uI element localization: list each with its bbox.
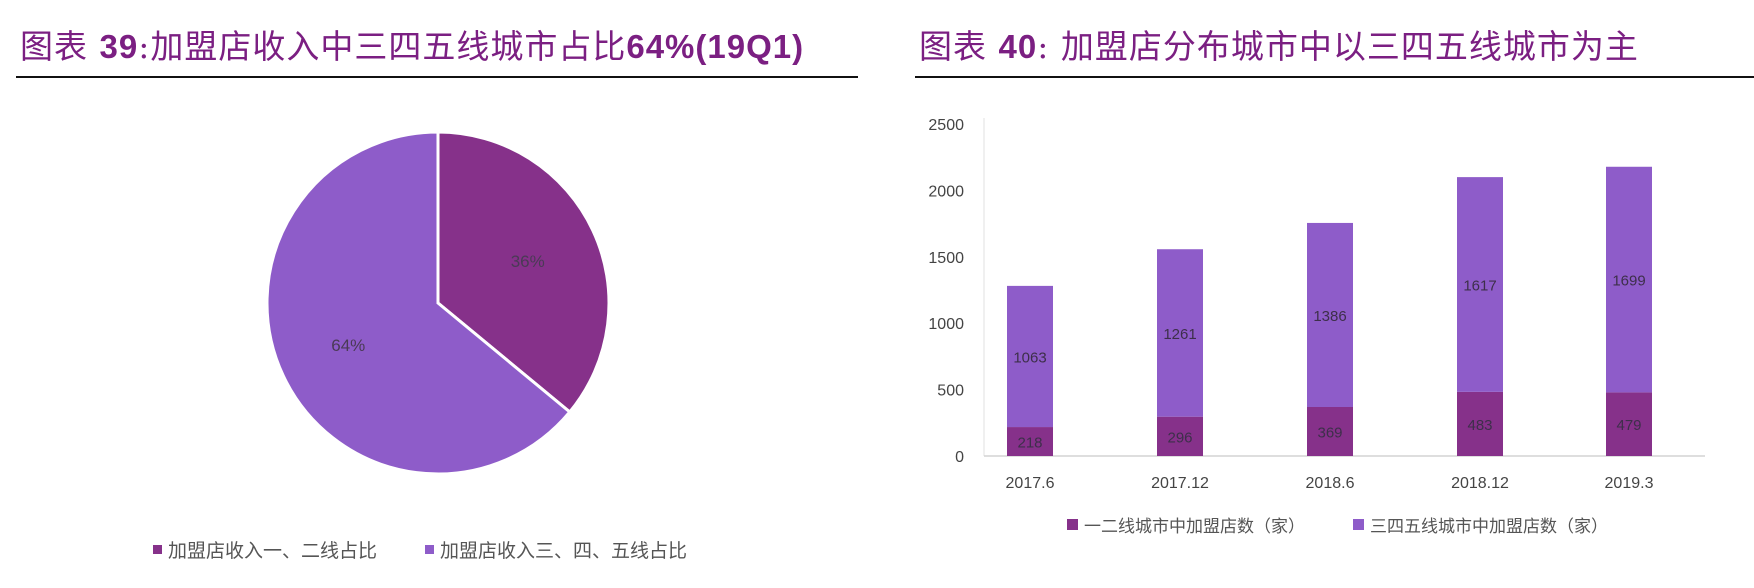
figure-39-title-suffix: 64%(19Q1) bbox=[626, 28, 805, 65]
figure-40-title-text: : 加盟店分布城市中以三四五线城市为主 bbox=[1037, 27, 1639, 66]
x-tick-label: 2018.6 bbox=[1306, 475, 1355, 492]
x-tick-label: 2018.12 bbox=[1451, 475, 1509, 492]
figure-39-title-rule bbox=[16, 76, 858, 78]
legend-label: 一二线城市中加盟店数（家） bbox=[1084, 517, 1305, 537]
bar-value-label: 218 bbox=[1017, 435, 1042, 452]
x-tick-label: 2019.3 bbox=[1605, 475, 1654, 492]
figure-39-title-prefix: 图表 bbox=[20, 27, 100, 66]
y-tick-label: 2000 bbox=[928, 183, 964, 200]
y-tick-label: 2500 bbox=[928, 117, 964, 134]
y-tick-label: 1000 bbox=[928, 316, 964, 333]
bar-segment bbox=[1157, 249, 1203, 417]
pie-legend-item: 加盟店收入三、四、五线占比 bbox=[425, 536, 687, 563]
bar-value-label: 479 bbox=[1616, 417, 1641, 434]
figure-40-title-rule bbox=[915, 76, 1754, 78]
legend-swatch-icon bbox=[1067, 519, 1078, 530]
bar-segment bbox=[1157, 416, 1203, 456]
bar-value-label: 1617 bbox=[1463, 277, 1496, 294]
bar-segment bbox=[1457, 177, 1503, 392]
figure-40-title-prefix: 图表 bbox=[919, 27, 999, 66]
bar-chart-canvas: 0 500 1000 1500 2000 2500 218 1063 2017.6 296 1261… bbox=[928, 117, 1705, 492]
bar-value-label: 1699 bbox=[1612, 273, 1645, 290]
figure-39-title-text: :加盟店收入中三四五线城市占比 bbox=[138, 27, 627, 66]
bar-segment bbox=[1307, 222, 1353, 407]
bar-legend: 一二线城市中加盟店数（家） 三四五线城市中加盟店数（家） bbox=[1067, 512, 1608, 537]
pie-slice bbox=[436, 130, 611, 415]
figure-39-title-number: 39 bbox=[99, 28, 139, 65]
bar-segment bbox=[1457, 391, 1503, 456]
bar-value-label: 369 bbox=[1317, 424, 1342, 441]
pie-slice-label: 64% bbox=[331, 336, 365, 355]
pie-slice-label: 36% bbox=[511, 252, 545, 271]
figure-40-title-number: 40 bbox=[998, 28, 1038, 65]
pie-legend-item: 加盟店收入一、二线占比 bbox=[153, 536, 377, 563]
y-tick-label: 1500 bbox=[928, 250, 964, 267]
y-tick-label: 0 bbox=[955, 449, 964, 466]
legend-swatch-icon bbox=[425, 545, 435, 554]
bar-value-label: 483 bbox=[1467, 417, 1492, 434]
bar-segment bbox=[1606, 392, 1652, 456]
legend-swatch-icon bbox=[153, 545, 162, 554]
bar-value-label: 1063 bbox=[1013, 349, 1046, 366]
bar-segment bbox=[1007, 427, 1053, 456]
pie-legend: 加盟店收入一、二线占比 加盟店收入三、四、五线占比 bbox=[153, 536, 687, 563]
figure-40-title: 图表 40: 加盟店分布城市中以三四五线城市为主 bbox=[919, 20, 1639, 68]
bar-segment bbox=[1307, 406, 1353, 456]
bar-legend-item: 一二线城市中加盟店数（家） bbox=[1067, 512, 1305, 537]
legend-swatch-icon bbox=[1353, 519, 1364, 530]
legend-label: 加盟店收入一、二线占比 bbox=[168, 540, 378, 562]
bar-segment bbox=[1606, 166, 1652, 393]
legend-label: 加盟店收入三、四、五线占比 bbox=[440, 540, 688, 562]
bar-segment bbox=[1007, 285, 1053, 428]
bar-value-label: 1261 bbox=[1163, 326, 1196, 343]
pie-slice bbox=[265, 130, 572, 476]
legend-label: 三四五线城市中加盟店数（家） bbox=[1370, 517, 1608, 537]
bar-value-label: 1386 bbox=[1313, 308, 1346, 325]
stacked-bar-chart: 0 500 1000 1500 2000 2500 218 1063 2017.6 296 1261… bbox=[900, 90, 1754, 510]
pie-chart-canvas: 36% 64% bbox=[265, 130, 611, 476]
figure-39-title: 图表 39:加盟店收入中三四五线城市占比64%(19Q1) bbox=[20, 20, 804, 68]
x-tick-label: 2017.12 bbox=[1151, 475, 1209, 492]
pie-chart: 36% 64% bbox=[0, 90, 880, 510]
bar-value-label: 296 bbox=[1167, 429, 1192, 446]
y-tick-label: 500 bbox=[937, 383, 964, 400]
bar-legend-item: 三四五线城市中加盟店数（家） bbox=[1353, 512, 1608, 537]
x-tick-label: 2017.6 bbox=[1006, 475, 1055, 492]
